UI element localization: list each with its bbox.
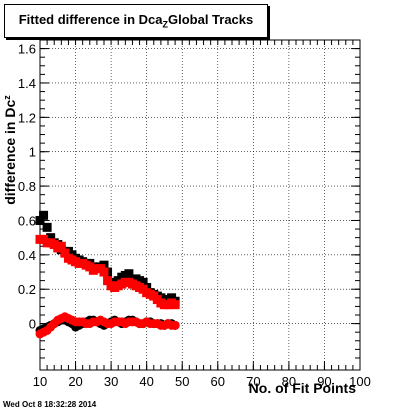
data-point-series-0 <box>39 210 49 220</box>
y-tick-label: 0.2 <box>18 282 36 297</box>
data-point-series-0 <box>138 277 148 287</box>
y-tick-label: 1.2 <box>18 110 36 125</box>
x-tick-label: 20 <box>68 374 82 389</box>
data-point-series-1 <box>103 276 113 286</box>
x-tick-label: 60 <box>211 374 225 389</box>
data-point-series-1 <box>56 241 66 251</box>
data-point-series-3 <box>170 320 180 330</box>
chart-title: Fitted difference in DcaZGlobal Tracks <box>18 12 254 30</box>
data-point-series-0 <box>35 215 45 225</box>
x-tick-label: 40 <box>139 374 153 389</box>
y-tick-label: 1.6 <box>18 42 36 57</box>
data-marks <box>35 210 180 339</box>
axis-labels: 10 20 30 40 50 60 70 80 90 100 0 0.2 0.4 0.6 0.8 1 1.2 1.… <box>2 42 371 396</box>
data-point-series-0 <box>46 233 56 243</box>
timestamp: Wed Oct 8 18:32:28 2014 <box>3 400 97 409</box>
x-axis-title: No. of Fit Points <box>249 380 357 396</box>
y-axis-title: difference in Dcz <box>2 95 18 205</box>
data-point-series-1 <box>60 248 70 258</box>
y-tick-label: 0 <box>29 317 36 332</box>
y-tick-label: 1 <box>29 145 36 160</box>
chart-title-subscript: Z <box>162 19 168 30</box>
x-tick-label: 50 <box>175 374 189 389</box>
data-point-series-1 <box>99 267 109 277</box>
chart-title-tail: Global Tracks <box>167 12 254 28</box>
chart-title-box: Fitted difference in DcaZGlobal Tracks <box>4 4 268 38</box>
x-tick-label: 70 <box>246 374 260 389</box>
plot-frame <box>39 39 361 371</box>
data-point-series-0 <box>124 269 134 279</box>
y-tick-label: 0.4 <box>18 248 36 263</box>
y-tick-label: 0.8 <box>18 179 36 194</box>
x-tick-label: 30 <box>104 374 118 389</box>
x-tick-label: 90 <box>317 374 331 389</box>
x-tick-label: 80 <box>282 374 296 389</box>
data-point-series-1 <box>170 300 180 310</box>
data-point-series-0 <box>42 222 52 232</box>
y-tick-label: 1.4 <box>18 76 36 91</box>
x-tick-label: 100 <box>349 374 371 389</box>
x-tick-label: 10 <box>33 374 47 389</box>
y-tick-label: 0.6 <box>18 213 36 228</box>
